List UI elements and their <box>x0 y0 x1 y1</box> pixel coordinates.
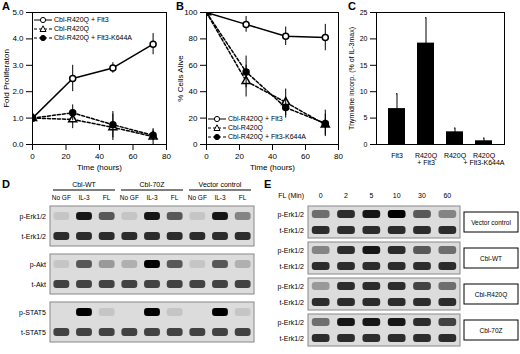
svg-text:No GF: No GF <box>188 194 207 201</box>
svg-text:60: 60 <box>129 152 138 161</box>
svg-text:% Cells Alive: % Cells Alive <box>176 55 185 102</box>
svg-text:60: 60 <box>443 192 451 199</box>
svg-text:1.0: 1.0 <box>12 114 24 123</box>
svg-text:Vector control: Vector control <box>471 219 511 226</box>
svg-text:80: 80 <box>334 152 343 161</box>
html-text:Cbl-R420Q: Cbl-R420Q <box>54 25 89 32</box>
svg-text:0: 0 <box>30 152 35 161</box>
svg-text:10: 10 <box>393 192 401 199</box>
svg-text:Cbl-R420Q: Cbl-R420Q <box>475 291 508 299</box>
html-text:Cbl-R420Q + Flt3-K644A: Cbl-R420Q + Flt3-K644A <box>228 133 306 140</box>
svg-text:Cbl-70Z: Cbl-70Z <box>479 327 502 334</box>
html-text:C: C <box>348 0 356 12</box>
svg-text:p-Erk1/2: p-Erk1/2 <box>278 319 305 327</box>
svg-text:Flt3: Flt3 <box>391 152 403 159</box>
svg-text:5: 5 <box>369 192 373 199</box>
svg-text:Thymidine incorp. (% of IL-3ma: Thymidine incorp. (% of IL-3max) <box>348 27 356 130</box>
svg-text:5: 5 <box>364 114 368 121</box>
svg-text:Time (hours): Time (hours) <box>250 163 295 172</box>
svg-text:40: 40 <box>95 152 104 161</box>
svg-text:t-Erk1/2: t-Erk1/2 <box>279 299 304 306</box>
svg-text:25: 25 <box>360 9 368 16</box>
html-text:Cbl-R420Q + Flt3-K644A: Cbl-R420Q + Flt3-K644A <box>54 34 132 41</box>
svg-text:FL: FL <box>103 194 111 201</box>
svg-text:2.0: 2.0 <box>12 87 24 96</box>
svg-text:4.0: 4.0 <box>12 34 24 43</box>
svg-text:R420Q: R420Q <box>443 152 467 160</box>
svg-text:0: 0 <box>364 141 368 148</box>
svg-text:No GF: No GF <box>120 194 139 201</box>
svg-text:p-Erk1/2: p-Erk1/2 <box>278 247 305 255</box>
svg-text:IL-3: IL-3 <box>146 194 158 201</box>
svg-text:Cbl-WT: Cbl-WT <box>72 181 96 188</box>
svg-text:p-Akt: p-Akt <box>30 261 46 269</box>
svg-text:60: 60 <box>189 61 198 70</box>
svg-text:p-STAT5: p-STAT5 <box>19 309 46 317</box>
svg-text:20: 20 <box>189 114 198 123</box>
svg-text:p-Erk1/2: p-Erk1/2 <box>278 211 305 219</box>
svg-text:p-Erk1/2: p-Erk1/2 <box>20 213 47 221</box>
svg-text:Time (hours): Time (hours) <box>77 163 122 172</box>
svg-text:100: 100 <box>184 8 198 17</box>
svg-text:Cbl-WT: Cbl-WT <box>480 255 502 262</box>
svg-text:R420Q+ Flt3: R420Q+ Flt3 <box>415 152 438 166</box>
svg-text:0: 0 <box>193 140 198 149</box>
svg-text:80: 80 <box>162 152 171 161</box>
svg-text:10: 10 <box>360 88 368 95</box>
svg-text:2: 2 <box>344 192 348 199</box>
html-text:Cbl-R420Q + Flt3: Cbl-R420Q + Flt3 <box>228 115 283 122</box>
svg-text:Cbl-70Z: Cbl-70Z <box>140 181 166 188</box>
svg-text:FL: FL <box>171 194 179 201</box>
svg-text:0: 0 <box>204 152 209 161</box>
svg-text:40: 40 <box>268 152 277 161</box>
svg-text:3.0: 3.0 <box>12 61 24 70</box>
svg-text:Vector control: Vector control <box>199 181 242 188</box>
svg-text:IL-3: IL-3 <box>214 194 226 201</box>
svg-text:60: 60 <box>301 152 310 161</box>
svg-text:IL-3: IL-3 <box>78 194 90 201</box>
html-text:Cbl-R420Q + Flt3: Cbl-R420Q + Flt3 <box>54 16 109 23</box>
html-text:Cbl-R420Q: Cbl-R420Q <box>228 124 263 131</box>
svg-text:20: 20 <box>360 35 368 42</box>
svg-text:t-Erk1/2: t-Erk1/2 <box>21 233 46 240</box>
svg-text:R420Q+ Flt3-K644A: R420Q+ Flt3-K644A <box>463 152 504 166</box>
svg-text:40: 40 <box>189 87 198 96</box>
svg-text:p-Erk1/2: p-Erk1/2 <box>278 283 305 291</box>
svg-text:FL (Min): FL (Min) <box>278 192 304 200</box>
svg-text:15: 15 <box>360 62 368 69</box>
svg-text:0: 0 <box>319 192 323 199</box>
svg-text:No GF: No GF <box>52 194 71 201</box>
svg-text:30: 30 <box>418 192 426 199</box>
svg-text:t-STAT5: t-STAT5 <box>21 329 46 336</box>
svg-text:0.0: 0.0 <box>12 140 24 149</box>
svg-text:Fold Proliferaton: Fold Proliferaton <box>2 49 11 108</box>
svg-text:t-Akt: t-Akt <box>32 281 46 288</box>
svg-text:80: 80 <box>189 34 198 43</box>
svg-text:20: 20 <box>62 152 71 161</box>
html-text:D: D <box>2 178 10 190</box>
html-text:A: A <box>2 0 10 12</box>
svg-text:20: 20 <box>235 152 244 161</box>
svg-text:t-Erk1/2: t-Erk1/2 <box>279 263 304 270</box>
svg-text:t-Erk1/2: t-Erk1/2 <box>279 227 304 234</box>
svg-text:t-Erk1/2: t-Erk1/2 <box>279 335 304 342</box>
html-text:E: E <box>264 178 272 190</box>
svg-text:5.0: 5.0 <box>12 8 24 17</box>
svg-text:FL: FL <box>239 194 247 201</box>
html-text:B: B <box>176 0 184 12</box>
